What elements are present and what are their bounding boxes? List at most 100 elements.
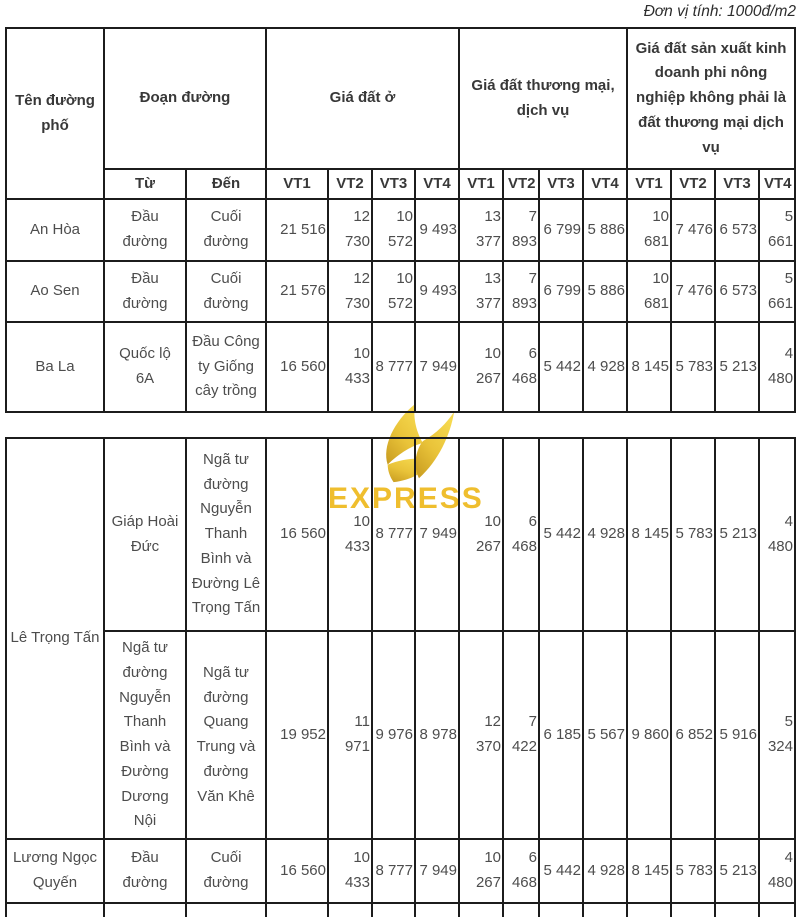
header-vt1: VT1 <box>265 168 329 200</box>
price-cell: 5 886 <box>581 198 629 262</box>
price-cell: 5 661 <box>758 260 797 323</box>
street-name-cell: Ao Sen <box>5 260 105 323</box>
header-vt3: VT3 <box>371 168 416 200</box>
to-cell: Ngã tư đường Quang Trung và đường Văn Kh… <box>185 630 267 840</box>
price-cell: 6 468 <box>502 838 540 904</box>
empty-cell <box>414 902 460 917</box>
price-cell: 10 433 <box>327 437 373 632</box>
price-cell: 5 567 <box>582 630 628 840</box>
price-cell: 7 893 <box>502 198 540 262</box>
price-cell: 13 377 <box>458 198 504 262</box>
price-table-upper: Tên đường phố Đoạn đường Giá đất ở Giá đ… <box>5 27 797 413</box>
price-cell: 5 324 <box>758 630 796 840</box>
price-cell: 4 480 <box>758 437 796 632</box>
price-cell: 10 433 <box>327 321 373 413</box>
price-cell: 12 730 <box>327 198 373 262</box>
price-cell: 7 949 <box>414 838 460 904</box>
empty-cell <box>371 902 416 917</box>
street-name-cell: An Hòa <box>5 198 105 262</box>
price-cell: 5 213 <box>714 437 760 632</box>
from-cell: Đầu đường <box>103 260 187 323</box>
table-row: Ao Sen Đầu đường Cuối đường 21 576 12 73… <box>5 260 797 323</box>
header-commercial-price: Giá đất thương mại, dịch vụ <box>457 27 629 170</box>
price-cell: 10 267 <box>458 437 504 632</box>
empty-cell <box>582 902 628 917</box>
header-row-vt: Từ Đến VT1 VT2 VT3 VT4 VT1 VT2 VT3 VT4 V… <box>6 168 797 200</box>
price-cell: 5 661 <box>758 198 797 262</box>
price-cell: 5 213 <box>714 321 761 413</box>
price-cell: 5 442 <box>538 838 584 904</box>
price-cell: 8 777 <box>371 321 416 413</box>
price-cell: 19 952 <box>265 630 329 840</box>
table-row: Ngã tư đường Nguyễn Thanh Bình và Đường … <box>6 630 796 840</box>
header-vt1: VT1 <box>458 168 504 200</box>
empty-cell <box>538 902 584 917</box>
price-cell: 9 493 <box>414 198 460 262</box>
price-cell: 4 928 <box>582 437 628 632</box>
header-vt4: VT4 <box>414 168 460 200</box>
header-residential-price: Giá đất ở <box>265 27 460 170</box>
table-row: Lương Ngọc Quyến Đầu đường Cuối đường 16… <box>5 838 796 904</box>
price-cell: 7 949 <box>414 437 460 632</box>
price-cell: 5 783 <box>670 838 716 904</box>
street-name-cell: Lương Ngọc Quyến <box>5 838 105 904</box>
price-cell: 10 572 <box>371 198 416 262</box>
price-cell: 13 377 <box>458 260 504 323</box>
from-cell: Đầu đường <box>103 198 187 262</box>
header-vt3: VT3 <box>714 168 761 200</box>
price-cell: 10 267 <box>458 321 504 413</box>
price-cell: 4 928 <box>581 321 629 413</box>
from-cell: Ngã tư đường Nguyễn Thanh Bình và Đường … <box>103 630 187 840</box>
empty-cell <box>103 902 187 917</box>
price-cell: 6 573 <box>714 260 761 323</box>
price-cell: 5 442 <box>538 437 584 632</box>
price-cell: 5 442 <box>538 321 584 413</box>
table-row: Lê Trọng Tấn Giáp Hoài Đức Ngã tư đường … <box>5 437 796 840</box>
table-row: Ba La Quốc lộ 6A Đầu Công ty Giống cây t… <box>5 321 797 413</box>
to-cell: Cuối đường <box>185 260 267 323</box>
price-cell: 7 476 <box>670 260 717 323</box>
price-cell: 16 560 <box>265 321 329 413</box>
table-row-clipped <box>5 902 796 917</box>
street-name-cell: Lê Trọng Tấn <box>5 437 105 840</box>
price-cell: 8 145 <box>626 838 672 904</box>
price-cell: 8 978 <box>414 630 460 840</box>
price-cell: 7 949 <box>414 321 460 413</box>
price-cell: 6 185 <box>538 630 584 840</box>
header-vt1: VT1 <box>626 168 673 200</box>
from-cell: Đầu đường <box>103 838 187 904</box>
empty-cell <box>5 902 105 917</box>
price-cell: 16 560 <box>265 437 329 632</box>
price-cell: 10 433 <box>327 838 373 904</box>
price-cell: 10 681 <box>626 198 673 262</box>
price-cell: 21 576 <box>265 260 329 323</box>
header-segment: Đoạn đường <box>103 27 267 170</box>
header-vt3: VT3 <box>538 168 584 200</box>
price-cell: 10 681 <box>626 260 673 323</box>
price-cell: 10 267 <box>458 838 504 904</box>
price-cell: 4 480 <box>758 838 796 904</box>
to-cell: Đầu Công ty Giống cây trồng <box>185 321 267 413</box>
price-cell: 9 493 <box>414 260 460 323</box>
price-table-lower: Lê Trọng Tấn Giáp Hoài Đức Ngã tư đường … <box>5 437 796 917</box>
from-cell: Quốc lộ 6A <box>103 321 187 413</box>
price-cell: 5 916 <box>714 630 760 840</box>
price-cell: 9 976 <box>371 630 416 840</box>
header-vt2: VT2 <box>670 168 717 200</box>
price-cell: 7 476 <box>670 198 717 262</box>
header-row-groups: Tên đường phố Đoạn đường Giá đất ở Giá đ… <box>5 27 797 200</box>
empty-cell <box>502 902 540 917</box>
price-cell: 6 852 <box>670 630 716 840</box>
price-cell: 5 213 <box>714 838 760 904</box>
header-vt4: VT4 <box>581 168 629 200</box>
unit-label: Đơn vị tính: 1000đ/m2 <box>643 3 796 20</box>
price-cell: 6 468 <box>502 437 540 632</box>
empty-cell <box>265 902 329 917</box>
from-cell: Giáp Hoài Đức <box>103 437 187 632</box>
header-vt4: VT4 <box>758 168 797 200</box>
table-row: An Hòa Đầu đường Cuối đường 21 516 12 73… <box>5 198 797 262</box>
price-cell: 7 893 <box>502 260 540 323</box>
header-vt2: VT2 <box>502 168 540 200</box>
price-cell: 8 777 <box>371 437 416 632</box>
price-cell: 6 799 <box>538 260 584 323</box>
